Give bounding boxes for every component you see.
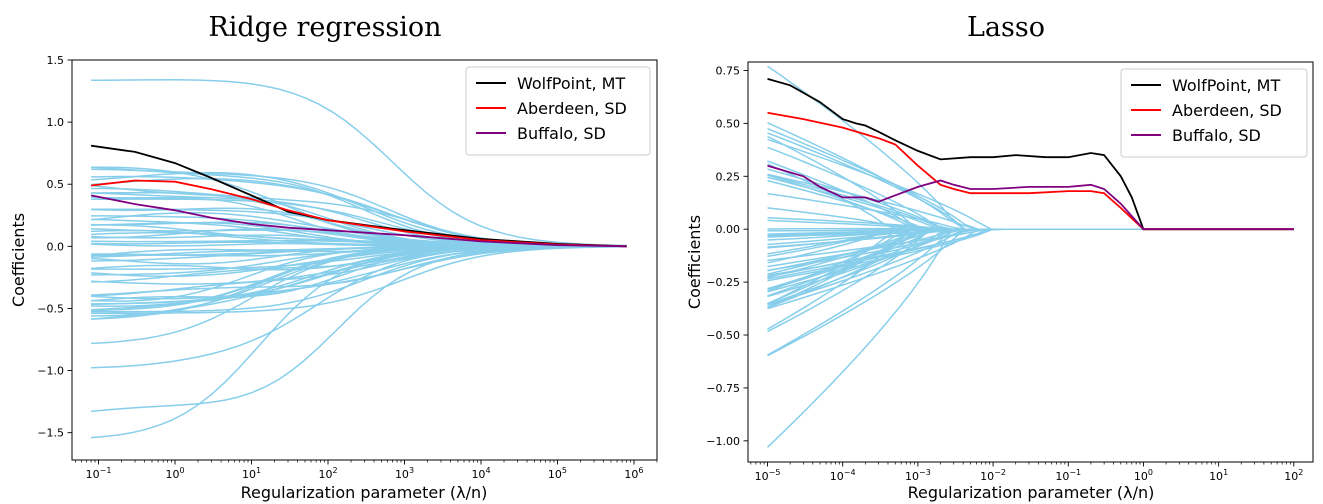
ridge-y-axis: 1.5 1.0 0.5 0.0 −0.5 −1.0 −1.5 bbox=[37, 54, 72, 440]
lasso-x-tick-label: 102 bbox=[1284, 468, 1303, 483]
ridge-legend-label: WolfPoint, MT bbox=[517, 74, 625, 93]
lasso-background-coef-line bbox=[767, 207, 1294, 230]
lasso-y-tick-label: 0.00 bbox=[716, 223, 741, 236]
ridge-background-lines bbox=[91, 79, 627, 439]
lasso-x-axis: 10−5 10−4 10−3 10−2 10−1 100 101 102 bbox=[750, 462, 1303, 483]
lasso-x-tick-label: 100 bbox=[1134, 468, 1153, 483]
ridge-title: Ridge regression bbox=[208, 12, 441, 43]
lasso-legend-label: Buffalo, SD bbox=[1172, 126, 1261, 145]
lasso-series-line-1 bbox=[767, 111, 1294, 231]
lasso-x-tick-label: 10−1 bbox=[1055, 468, 1081, 483]
ridge-x-axis: 10−1 100 101 102 103 104 105 106 bbox=[75, 460, 658, 481]
ridge-panel: Ridge regression 10−1 100 101 102 103 104 105 1… bbox=[9, 12, 658, 502]
lasso-y-label: Coefficients bbox=[685, 215, 704, 309]
lasso-x-tick-label: 10−4 bbox=[830, 468, 856, 483]
ridge-x-tick-label: 101 bbox=[242, 466, 261, 481]
ridge-x-tick-label: 105 bbox=[548, 466, 567, 481]
ridge-y-tick-label: 1.5 bbox=[47, 54, 65, 67]
ridge-x-tick-label: 100 bbox=[165, 466, 184, 481]
lasso-plot-frame bbox=[747, 61, 1314, 463]
lasso-y-tick-label: 0.50 bbox=[716, 117, 741, 130]
lasso-x-tick-label: 101 bbox=[1209, 468, 1228, 483]
ridge-y-tick-label: 0.5 bbox=[47, 178, 65, 191]
ridge-series-line-1 bbox=[90, 179, 627, 248]
lasso-background-coef-line bbox=[767, 228, 1294, 356]
ridge-series-line-2 bbox=[90, 194, 627, 248]
ridge-background-coef-line bbox=[91, 246, 627, 315]
lasso-legend-label: WolfPoint, MT bbox=[1172, 76, 1280, 95]
ridge-x-tick-label: 102 bbox=[318, 466, 337, 481]
ridge-legend-label: Buffalo, SD bbox=[517, 124, 606, 143]
lasso-y-tick-label: −0.25 bbox=[706, 276, 740, 289]
lasso-y-tick-label: −0.75 bbox=[706, 382, 740, 395]
lasso-background-coef-line bbox=[767, 168, 1294, 230]
ridge-y-tick-label: −0.5 bbox=[37, 302, 64, 315]
ridge-y-label: Coefficients bbox=[9, 213, 28, 307]
lasso-background-coef-line bbox=[767, 228, 1294, 357]
lasso-y-tick-label: −0.50 bbox=[706, 329, 740, 342]
lasso-series-line-2 bbox=[767, 164, 1294, 231]
lasso-panel: Lasso 10−5 10−4 10−3 10−2 10−1 100 101 102 0.75… bbox=[685, 12, 1314, 502]
ridge-series-line-0 bbox=[90, 144, 627, 248]
lasso-background-coef-line bbox=[767, 160, 1294, 230]
lasso-x-label: Regularization parameter (λ/n) bbox=[908, 483, 1155, 502]
lasso-legend-box bbox=[1120, 68, 1308, 158]
ridge-x-tick-label: 103 bbox=[395, 466, 414, 481]
ridge-x-label: Regularization parameter (λ/n) bbox=[241, 483, 488, 502]
lasso-legend: WolfPoint, MT Aberdeen, SD Buffalo, SD bbox=[1120, 68, 1308, 158]
lasso-x-tick-label: 10−3 bbox=[905, 468, 931, 483]
lasso-x-tick-label: 10−5 bbox=[755, 468, 781, 483]
ridge-x-tick-label: 106 bbox=[624, 466, 643, 481]
lasso-legend-label: Aberdeen, SD bbox=[1172, 101, 1282, 120]
lasso-x-tick-label: 10−2 bbox=[980, 468, 1006, 483]
ridge-background-coef-line bbox=[91, 79, 627, 247]
lasso-y-tick-label: 0.25 bbox=[716, 170, 741, 183]
ridge-y-tick-label: −1.5 bbox=[37, 427, 64, 440]
ridge-legend: WolfPoint, MT Aberdeen, SD Buffalo, SD bbox=[465, 66, 651, 156]
ridge-legend-label: Aberdeen, SD bbox=[517, 99, 627, 118]
ridge-y-tick-label: −1.0 bbox=[37, 365, 64, 378]
ridge-background-coef-line bbox=[91, 245, 627, 296]
lasso-highlight-lines bbox=[767, 78, 1294, 231]
ridge-x-tick-label: 10−1 bbox=[86, 466, 112, 481]
lasso-series-line-0 bbox=[767, 78, 1294, 231]
lasso-background-lines bbox=[766, 65, 1294, 448]
ridge-legend-box bbox=[465, 66, 651, 156]
lasso-y-tick-label: 0.75 bbox=[716, 64, 741, 77]
lasso-y-tick-label: −1.00 bbox=[706, 435, 740, 448]
ridge-background-coef-line bbox=[91, 245, 627, 413]
lasso-y-axis: 0.75 0.50 0.25 0.00 −0.25 −0.50 −0.75 −1.00 bbox=[706, 64, 748, 448]
ridge-y-tick-label: 0.0 bbox=[47, 240, 65, 253]
ridge-y-tick-label: 1.0 bbox=[47, 116, 65, 129]
ridge-highlight-lines bbox=[90, 144, 627, 248]
lasso-title: Lasso bbox=[967, 12, 1045, 43]
ridge-x-tick-label: 104 bbox=[471, 466, 490, 481]
